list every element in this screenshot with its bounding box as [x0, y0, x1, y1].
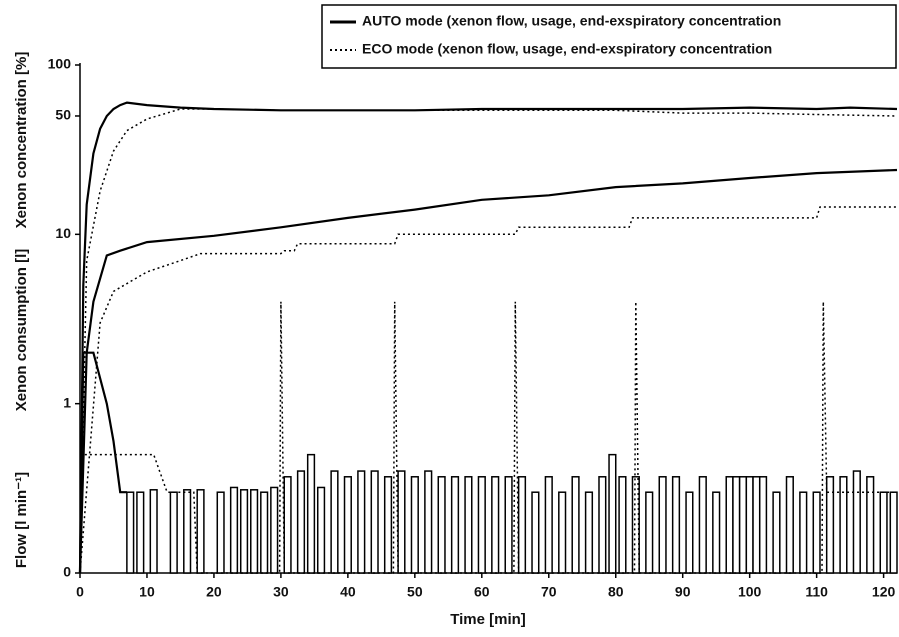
flow-bar: [283, 476, 292, 574]
flow-bar: [149, 489, 158, 574]
legend-label: ECO mode (xenon flow, usage, end-exspira…: [362, 41, 772, 57]
x-tick-label: 100: [738, 584, 762, 600]
flow-bar: [558, 491, 567, 574]
flow-bar: [383, 476, 393, 574]
flow-bar: [571, 476, 580, 574]
flow-bar: [712, 491, 721, 574]
y-axis-title: Xenon consumption [l]: [13, 249, 30, 412]
flow-bar: [229, 486, 239, 574]
flow-bar: [745, 476, 754, 574]
flow-bar: [343, 476, 352, 574]
x-tick-label: 120: [872, 584, 896, 600]
x-tick-label: 80: [608, 584, 624, 600]
flow-bar: [126, 491, 135, 574]
flow-bar: [196, 489, 205, 574]
curve: [79, 108, 898, 574]
flow-bar: [183, 489, 192, 574]
flow-bar: [671, 476, 681, 574]
y-tick-label: 1: [63, 394, 71, 410]
x-tick-label: 70: [541, 584, 557, 600]
flow-bar: [839, 476, 848, 574]
flow-bar: [645, 491, 654, 574]
flow-bar: [752, 476, 761, 574]
flow-bar: [464, 476, 473, 574]
y-tick-label: 10: [55, 225, 71, 241]
x-tick-label: 110: [805, 584, 828, 600]
curve: [79, 301, 897, 574]
flow-bar: [370, 470, 379, 574]
flow-bar: [732, 476, 741, 574]
flow-bar: [531, 491, 540, 574]
flow-bar: [504, 476, 513, 574]
curve: [79, 206, 897, 574]
y-axis-title: Flow [l min⁻¹]: [13, 472, 30, 568]
flow-bar: [491, 476, 500, 574]
y-tick-label: 0: [63, 564, 71, 580]
flow-bar: [598, 476, 607, 574]
flow-bar: [758, 476, 768, 574]
flow-bar: [799, 491, 808, 574]
flow-bar: [169, 491, 178, 574]
flow-bar: [306, 453, 316, 574]
flow-bar: [544, 476, 553, 574]
legend-box: [321, 4, 897, 69]
flow-bar: [450, 476, 460, 574]
flow-bar: [584, 491, 594, 574]
x-tick-label: 50: [407, 584, 423, 600]
x-tick-label: 60: [474, 584, 490, 600]
flow-bar: [477, 476, 486, 574]
flow-bar: [698, 476, 707, 574]
y-axis-title: Xenon concentration [%]: [13, 52, 30, 229]
flow-bar: [260, 491, 269, 574]
flow-bar: [330, 470, 339, 574]
flow-bar: [618, 476, 627, 574]
flow-bar: [785, 476, 794, 574]
y-tick-label: 100: [48, 56, 72, 72]
flow-bar: [316, 486, 326, 574]
x-tick-label: 90: [675, 584, 691, 600]
flow-bar: [397, 470, 406, 574]
flow-bar: [725, 476, 734, 574]
x-tick-label: 20: [206, 584, 222, 600]
flow-bar: [216, 491, 225, 574]
flow-bar: [812, 491, 821, 574]
flow-bar: [685, 491, 694, 574]
x-tick-label: 0: [76, 584, 84, 600]
x-axis-title: Time [min]: [450, 611, 526, 628]
flow-bar: [136, 491, 145, 574]
flow-bar: [866, 476, 875, 574]
flow-bar: [889, 491, 898, 574]
flow-bar: [608, 453, 617, 574]
flow-bar: [825, 476, 835, 574]
flow-bar: [517, 476, 527, 574]
flow-bar: [296, 470, 306, 574]
flow-bar: [424, 470, 433, 574]
legend-label: AUTO mode (xenon flow, usage, end-exspir…: [362, 13, 781, 29]
flow-bar: [658, 476, 667, 574]
flow-bar: [357, 470, 366, 574]
flow-bar: [410, 476, 419, 574]
flow-bar: [437, 476, 446, 574]
flow-bar: [879, 491, 888, 574]
flow-bar: [270, 486, 279, 574]
x-tick-label: 10: [139, 584, 155, 600]
y-tick-label: 50: [55, 107, 71, 123]
flow-bar: [239, 489, 249, 574]
flow-bar: [738, 476, 748, 574]
flow-bar: [852, 470, 861, 574]
flow-bar: [250, 489, 259, 574]
curve: [78, 351, 127, 574]
x-tick-label: 30: [273, 584, 289, 600]
x-tick-label: 40: [340, 584, 356, 600]
curve: [78, 168, 898, 574]
flow-bar: [772, 491, 781, 574]
